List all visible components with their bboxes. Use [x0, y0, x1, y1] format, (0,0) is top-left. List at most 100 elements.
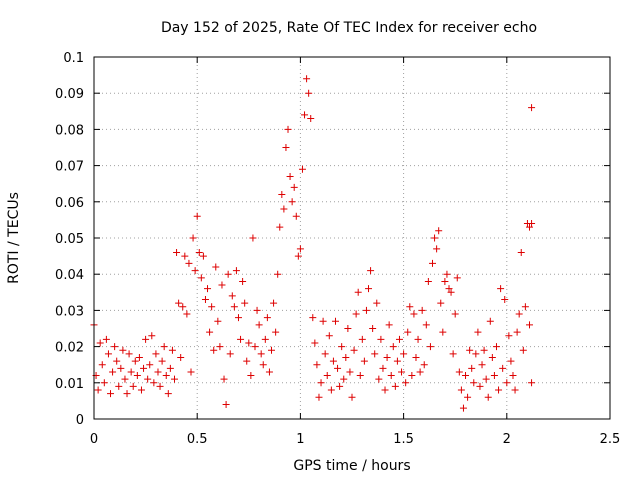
data-point	[146, 361, 154, 369]
data-point	[327, 386, 335, 394]
data-point	[284, 125, 292, 133]
data-point	[377, 335, 385, 343]
data-point	[189, 234, 197, 242]
data-point	[443, 270, 451, 278]
data-point	[232, 267, 240, 275]
data-point	[206, 328, 214, 336]
data-point	[528, 220, 536, 228]
chart-title: Day 152 of 2025, Rate Of TEC Index for r…	[161, 20, 537, 36]
data-point	[338, 343, 346, 351]
data-point	[239, 277, 247, 285]
data-point	[346, 368, 354, 376]
data-point	[119, 346, 127, 354]
data-point	[441, 277, 449, 285]
data-points	[90, 75, 536, 412]
data-point	[102, 335, 110, 343]
data-point	[464, 393, 472, 401]
data-point	[356, 372, 364, 380]
data-point	[486, 317, 494, 325]
data-point	[484, 393, 492, 401]
data-point	[292, 212, 300, 220]
data-point	[183, 310, 191, 318]
data-point	[237, 335, 245, 343]
data-point	[480, 346, 488, 354]
data-point	[526, 321, 534, 329]
data-point	[426, 343, 434, 351]
data-point	[344, 325, 352, 332]
data-point	[117, 364, 125, 372]
data-point	[453, 274, 461, 282]
data-point	[216, 343, 224, 351]
data-point	[160, 343, 168, 351]
data-point	[296, 245, 304, 253]
x-tick-label: 0.5	[187, 432, 208, 447]
data-point	[127, 368, 135, 376]
data-point	[362, 306, 370, 314]
data-point	[521, 303, 529, 311]
data-point	[257, 350, 265, 358]
data-point	[280, 205, 288, 213]
data-point	[107, 390, 115, 398]
data-point	[472, 350, 480, 358]
data-point	[311, 339, 319, 347]
data-point	[222, 401, 230, 409]
y-tick-label: 0.09	[55, 87, 84, 102]
x-axis-label: GPS time / hours	[293, 458, 410, 474]
y-tick-label: 0.05	[55, 232, 84, 247]
x-tick-label: 2.5	[600, 432, 621, 447]
data-point	[195, 248, 203, 256]
y-tick-label: 0.04	[55, 268, 84, 283]
x-tick-label: 1	[296, 432, 304, 447]
data-point	[104, 350, 112, 358]
data-point	[418, 306, 426, 314]
data-point	[391, 382, 399, 390]
data-point	[197, 274, 205, 282]
data-point	[286, 172, 294, 180]
data-point	[439, 328, 447, 336]
axis-ticks: 0 0.5 1 1.5 2 2.5 0 0.01 0.02 0.03 0.04 0.05 0.06 0.0…	[55, 51, 620, 447]
data-point	[457, 386, 465, 394]
data-point	[175, 299, 183, 307]
data-point	[389, 343, 397, 351]
data-point	[515, 310, 523, 318]
data-point	[177, 353, 185, 361]
data-point	[121, 375, 129, 383]
data-point	[278, 191, 286, 199]
data-point	[150, 379, 158, 387]
data-point	[422, 321, 430, 329]
data-point	[433, 245, 441, 253]
data-point	[449, 350, 457, 358]
data-point	[476, 382, 484, 390]
data-point	[109, 368, 117, 376]
data-point	[488, 353, 496, 361]
data-point	[261, 335, 269, 343]
data-point	[125, 350, 133, 358]
data-point	[224, 270, 232, 278]
data-point	[350, 346, 358, 354]
data-point	[414, 335, 422, 343]
data-point	[474, 328, 482, 336]
data-point	[185, 259, 193, 267]
data-point	[241, 299, 249, 307]
data-point	[528, 379, 536, 387]
x-tick-label: 2	[503, 432, 511, 447]
data-point	[478, 361, 486, 369]
y-tick-label: 0.02	[55, 341, 84, 356]
data-point	[505, 332, 513, 340]
data-point	[447, 288, 455, 296]
data-point	[375, 375, 383, 383]
data-point	[331, 317, 339, 325]
data-point	[340, 375, 348, 383]
data-point	[220, 375, 228, 383]
data-point	[100, 379, 108, 387]
data-point	[437, 299, 445, 307]
data-point	[352, 310, 360, 318]
data-point	[431, 234, 439, 242]
data-point	[137, 386, 145, 394]
data-point	[323, 372, 331, 380]
data-point	[317, 379, 325, 387]
data-point	[360, 357, 368, 365]
data-point	[412, 353, 420, 361]
data-point	[455, 368, 463, 376]
